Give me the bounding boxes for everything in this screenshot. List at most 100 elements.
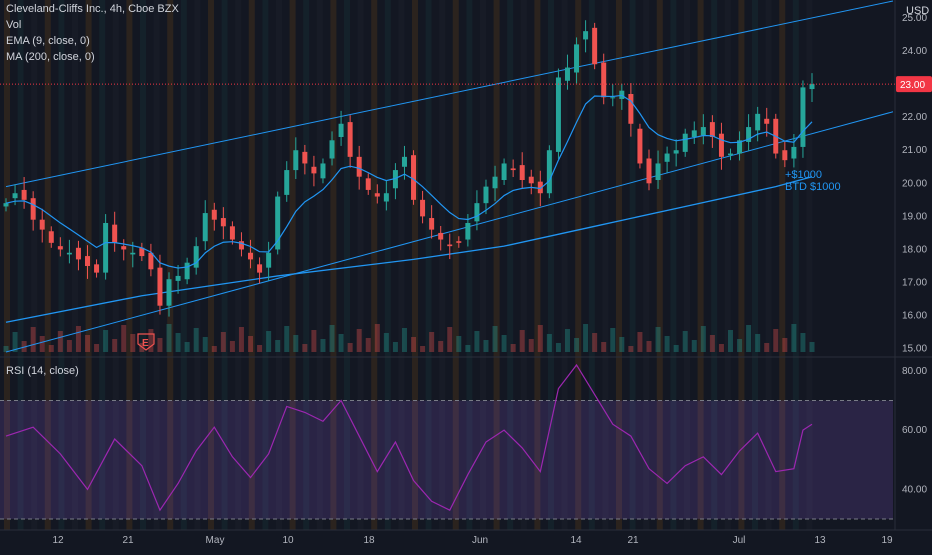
session-stripe: [493, 0, 500, 530]
session-stripe: [4, 0, 10, 530]
candle-body: [465, 223, 471, 240]
volume-bar: [130, 334, 136, 352]
time-tick-label: Jun: [472, 535, 488, 546]
volume-bar: [148, 329, 154, 352]
volume-bar: [275, 340, 281, 352]
candle-body: [266, 252, 272, 268]
candle-body: [12, 193, 18, 199]
candle-body: [682, 133, 688, 152]
volume-bar: [392, 342, 398, 352]
volume-bar: [574, 338, 580, 352]
rsi-band: [0, 400, 893, 520]
candle-body: [691, 130, 697, 137]
last-price-tag: [896, 76, 932, 93]
session-stripe: [616, 0, 622, 530]
volume-bar: [293, 335, 299, 352]
volume-bar: [564, 329, 570, 352]
candle-body: [492, 176, 498, 189]
volume-bar: [411, 337, 417, 352]
volume-bar: [610, 328, 616, 352]
candle-body: [3, 203, 9, 207]
candle-body: [764, 118, 770, 124]
candle-body: [139, 247, 145, 257]
session-stripe: [452, 0, 459, 530]
rsi-tick-label: 80.00: [902, 366, 927, 377]
candle-body: [48, 231, 54, 243]
volume-bar: [383, 333, 389, 352]
session-stripe: [44, 0, 51, 530]
volume-bar: [329, 325, 335, 352]
volume-bar: [85, 335, 91, 352]
session-stripe: [738, 0, 745, 530]
volume-bar: [546, 334, 552, 352]
candle-body: [320, 163, 326, 179]
candle-body: [30, 198, 36, 220]
volume-bar: [447, 327, 453, 352]
volume-bar: [528, 339, 534, 352]
volume-bar: [12, 332, 18, 352]
session-stripe: [534, 0, 541, 530]
volume-bar: [266, 331, 272, 352]
candle-body: [782, 150, 788, 161]
candle-body: [401, 156, 407, 167]
earnings-marker-label: E: [142, 338, 149, 349]
last-price-value: 23.00: [900, 80, 925, 91]
candle-body: [746, 127, 752, 142]
candle-body: [610, 97, 616, 99]
candle-body: [655, 163, 661, 180]
volume-bar: [682, 331, 688, 352]
candle-body: [184, 262, 190, 280]
candle-body: [519, 165, 525, 180]
volume-bar: [691, 340, 697, 352]
volume-bar: [592, 333, 598, 352]
candle-body: [338, 123, 344, 137]
session-stripe: [262, 0, 269, 530]
session-stripe: [330, 0, 337, 530]
session-stripe: [711, 0, 718, 530]
earnings-marker-icon: [137, 333, 155, 351]
volume-bar: [782, 338, 788, 352]
volume-bar: [637, 332, 643, 352]
candle-body: [546, 150, 552, 194]
volume-bar: [220, 332, 226, 352]
candle-body: [130, 252, 136, 255]
volume-bar: [519, 330, 525, 352]
candle-body: [637, 128, 643, 164]
candle-body: [574, 44, 580, 73]
rsi-tick-label: 40.00: [902, 484, 927, 495]
currency-label: USD: [906, 5, 930, 17]
price-tick-label: 18.00: [902, 244, 927, 255]
volume-bar: [374, 324, 380, 352]
volume-bar: [465, 345, 471, 352]
time-tick-label: 12: [52, 535, 64, 546]
candle-body: [483, 186, 489, 204]
time-tick-label: 13: [814, 535, 826, 546]
volume-bar: [492, 326, 498, 352]
session-stripe: [99, 0, 106, 530]
candle-body: [392, 170, 398, 189]
candle-body: [700, 127, 706, 136]
candle-body: [420, 199, 426, 217]
volume-bar: [21, 341, 27, 352]
candle-body: [601, 62, 607, 98]
volume-bar: [121, 325, 127, 352]
volume-bar: [57, 331, 63, 352]
candle-body: [592, 27, 598, 65]
candle-body: [94, 264, 100, 273]
volume-bar: [302, 344, 308, 352]
candle-body: [311, 166, 317, 174]
session-stripe: [792, 0, 799, 530]
candle-body: [718, 133, 724, 157]
candle-body: [383, 193, 389, 202]
time-tick-label: 14: [570, 535, 582, 546]
volume-bar: [202, 337, 208, 352]
candle-body: [193, 246, 199, 268]
buy-note-label: BTD $1000: [785, 181, 841, 193]
session-stripe: [425, 0, 432, 530]
volume-bar: [320, 339, 326, 352]
price-tick-label: 19.00: [902, 211, 927, 222]
candle-body: [438, 232, 444, 240]
sell-note-label: +$1000: [785, 169, 822, 181]
volume-bar: [75, 326, 81, 352]
